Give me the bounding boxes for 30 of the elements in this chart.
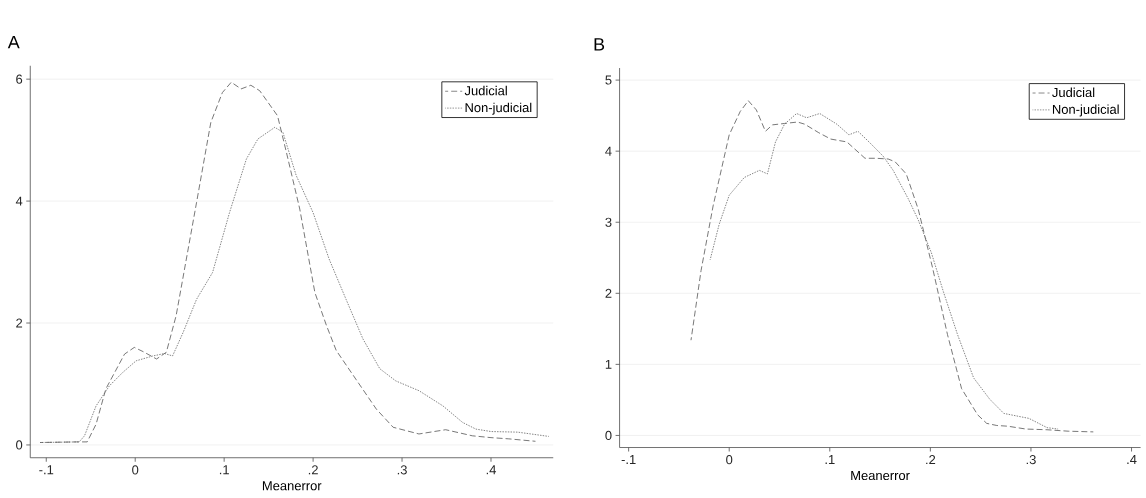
y-tick-label: 5 <box>605 75 612 85</box>
legend-label: Judicial <box>1052 87 1095 98</box>
y-tick-label: 6 <box>16 74 23 84</box>
x-tick-label: .1 <box>219 465 229 475</box>
x-tick-label: .2 <box>308 465 318 475</box>
x-tick-label: .3 <box>1026 455 1036 465</box>
legend-label: Non-judicial <box>1052 104 1119 117</box>
legend-label: Non-judicial <box>465 102 532 115</box>
y-tick-label: 4 <box>605 146 612 156</box>
chart-title: A <box>7 35 20 49</box>
x-tick-label: .1 <box>825 455 835 464</box>
x-axis-title: Meanerror <box>262 481 322 491</box>
x-tick-label: 0 <box>132 465 139 475</box>
y-tick-label: 4 <box>15 196 23 206</box>
x-tick-label: .3 <box>397 465 407 475</box>
x-axis-title: Meanerror <box>851 471 910 481</box>
x-tick-label: 0 <box>726 455 733 465</box>
x-tick-label: .2 <box>926 455 936 465</box>
x-tick-label: -.1 <box>39 465 54 475</box>
x-tick-label: .4 <box>1127 455 1137 464</box>
y-tick-label: 1 <box>605 359 612 369</box>
y-tick-label: 0 <box>16 440 23 450</box>
chart-title: B <box>594 38 605 51</box>
y-tick-label: 2 <box>16 318 23 328</box>
y-tick-label: 0 <box>605 430 612 441</box>
y-tick-label: 2 <box>605 288 612 298</box>
y-tick-label: 3 <box>605 217 612 227</box>
x-tick-label: .4 <box>486 465 497 475</box>
legend-label: Judicial <box>464 85 507 96</box>
x-tick-label: -.1 <box>621 455 636 464</box>
